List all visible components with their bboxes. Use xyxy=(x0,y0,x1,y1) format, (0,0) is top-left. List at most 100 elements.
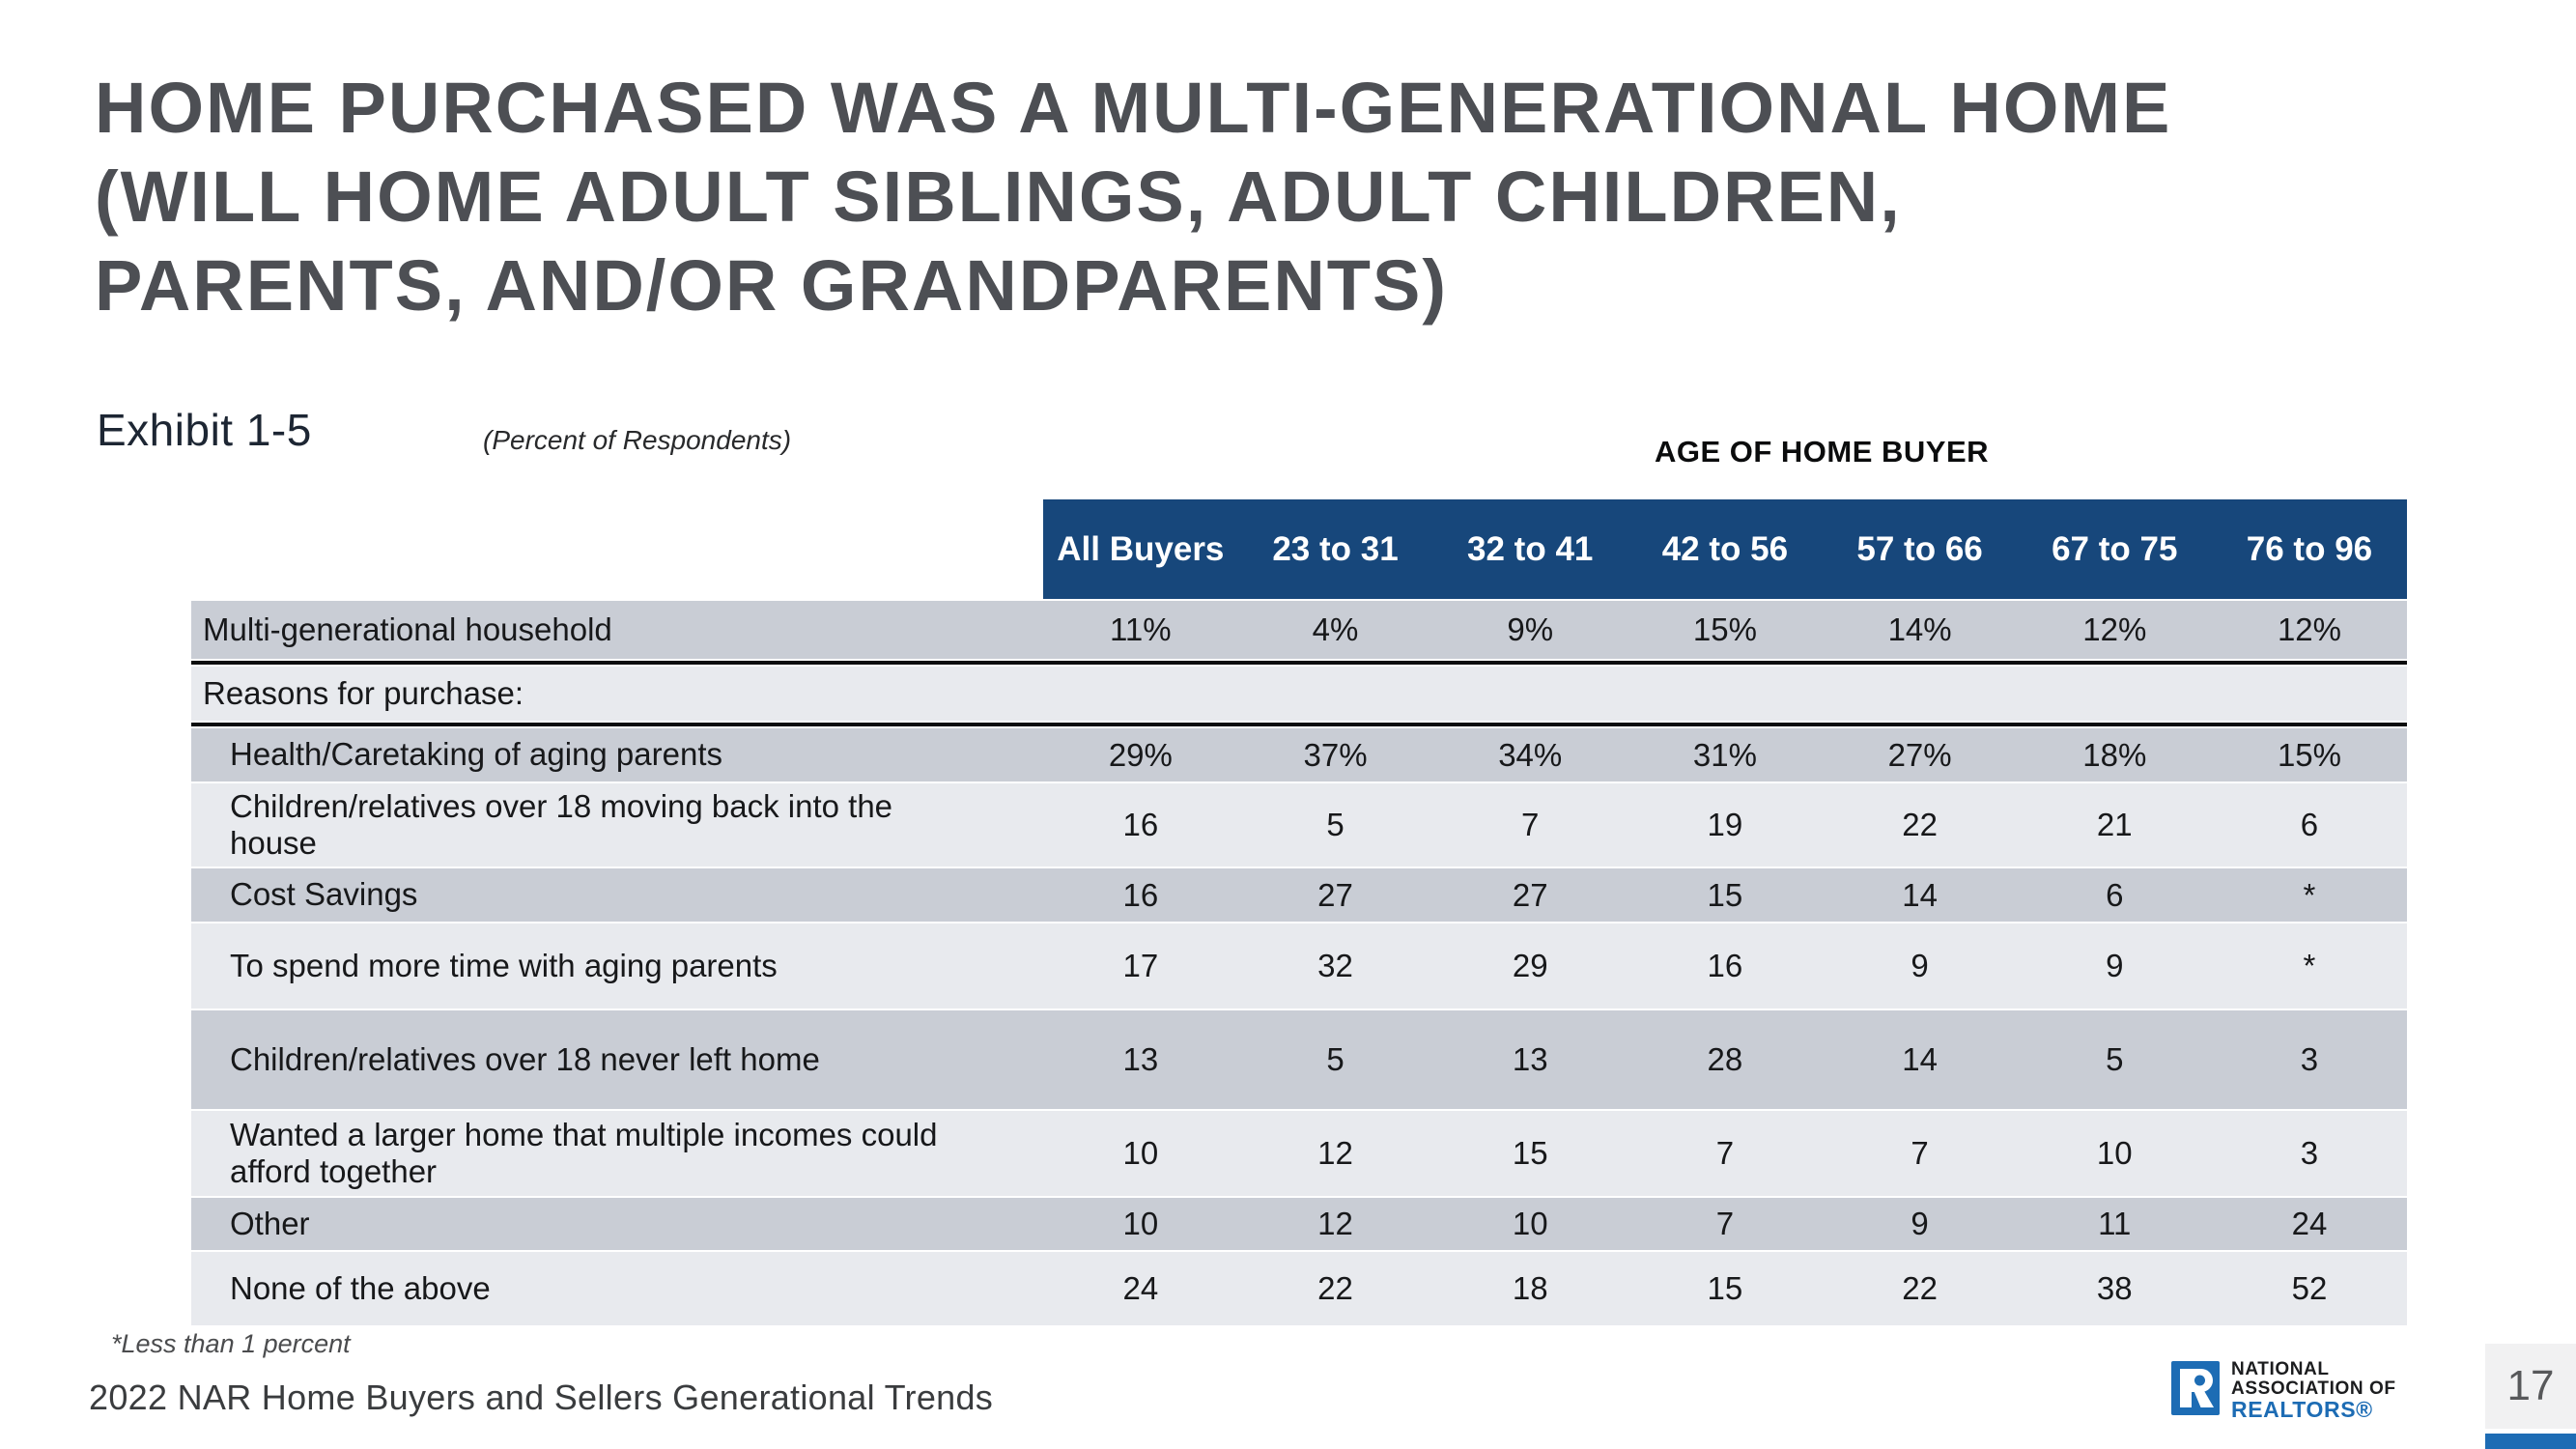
table-row: To spend more time with aging parents 17 3… xyxy=(191,923,2407,1009)
value-cell: 18% xyxy=(2082,736,2147,773)
column-header: 76 to 96 xyxy=(2246,529,2373,568)
value-cell: 12 xyxy=(1317,1135,1353,1171)
value-cell: 3 xyxy=(2300,1135,2319,1171)
column-header: 32 to 41 xyxy=(1467,529,1594,568)
value-cell: 15 xyxy=(1707,1270,1743,1306)
value-cell: 7 xyxy=(1715,1206,1735,1241)
value-cell: 5 xyxy=(1326,807,1345,842)
column-header: 42 to 56 xyxy=(1661,529,1789,568)
column-header: 57 to 66 xyxy=(1856,529,1983,568)
value-cell: 29 xyxy=(1512,948,1548,983)
row-label: Children/relatives over 18 never left ho… xyxy=(230,1040,820,1077)
value-cell: 16 xyxy=(1707,948,1743,983)
page-title: HOME PURCHASED WAS A MULTI-GENERATIONAL … xyxy=(95,68,2172,326)
value-cell: 3 xyxy=(2300,1041,2319,1077)
respondents-note: (Percent of Respondents) xyxy=(483,425,792,455)
value-cell: 15 xyxy=(1512,1135,1548,1171)
value-cell: 14 xyxy=(1902,876,1938,913)
table-header-row: All Buyers 23 to 31 32 to 41 42 to 56 57 to … xyxy=(1043,499,2407,599)
column-header: 67 to 75 xyxy=(2052,529,2178,568)
exhibit-label: Exhibit 1-5 xyxy=(97,405,312,455)
row-label: Wanted a larger home that multiple incom… xyxy=(230,1116,938,1189)
value-cell: 10 xyxy=(1122,1206,1159,1241)
value-cell: 7 xyxy=(1521,807,1540,842)
value-cell: 9 xyxy=(1911,1206,1929,1241)
value-cell: 38 xyxy=(2096,1270,2133,1306)
value-cell: 10 xyxy=(2096,1135,2133,1171)
value-cell: 7 xyxy=(1715,1135,1735,1171)
nar-r-icon xyxy=(2171,1361,2220,1420)
value-cell: 16 xyxy=(1122,876,1159,913)
value-cell: 17 xyxy=(1122,948,1159,983)
footnote: *Less than 1 percent xyxy=(111,1329,351,1358)
value-cell: 52 xyxy=(2291,1270,2328,1306)
value-cell: 16 xyxy=(1122,807,1159,842)
value-cell: 10 xyxy=(1512,1206,1548,1241)
row-label: Other xyxy=(230,1205,310,1241)
age-group-header: AGE OF HOME BUYER xyxy=(1654,435,1990,469)
nar-logo-text: NATIONAL ASSOCIATION OF REALTORS® xyxy=(2231,1360,2396,1421)
value-cell: 27 xyxy=(1512,876,1548,913)
value-cell: 27 xyxy=(1317,876,1353,913)
row-label: Health/Caretaking of aging parents xyxy=(230,736,722,773)
table-body: Multi-generational household 11% 4% 9% 15% 14… xyxy=(191,601,2407,1327)
value-cell: 10 xyxy=(1122,1135,1159,1171)
page-number: 17 xyxy=(2506,1362,2555,1409)
value-cell: 14% xyxy=(1887,611,1952,647)
value-cell: 22 xyxy=(1902,1270,1938,1306)
value-cell: 9 xyxy=(2106,948,2124,983)
value-cell: 15% xyxy=(1692,611,1757,647)
value-cell: 12 xyxy=(1317,1206,1353,1241)
row-label: Multi-generational household xyxy=(203,611,612,647)
table-row: Wanted a larger home that multiple incom… xyxy=(191,1111,2407,1196)
row-label: To spend more time with aging parents xyxy=(230,947,778,983)
table-row: Health/Caretaking of aging parents 29% 37%… xyxy=(191,728,2407,781)
table-row: Cost Savings 16 27 27 15 14 6 * xyxy=(191,868,2407,922)
value-cell: 14 xyxy=(1902,1041,1938,1077)
row-separator xyxy=(191,723,2407,726)
value-cell: 5 xyxy=(2106,1041,2124,1077)
value-cell: 28 xyxy=(1707,1041,1743,1077)
page-number-accent-bar xyxy=(2485,1434,2576,1449)
value-cell: 9% xyxy=(1507,611,1554,647)
value-cell: 6 xyxy=(2300,807,2319,842)
value-cell: * xyxy=(2303,948,2316,983)
table-row: Other 10 12 10 7 9 11 24 xyxy=(191,1198,2407,1250)
page-number-box: 17 xyxy=(2485,1344,2576,1429)
value-cell: 18 xyxy=(1512,1270,1548,1306)
value-cell: 5 xyxy=(1326,1041,1345,1077)
value-cell: * xyxy=(2303,876,2316,913)
nar-logo-line3: REALTORS® xyxy=(2231,1396,2373,1422)
value-cell: 24 xyxy=(2291,1206,2328,1241)
value-cell: 22 xyxy=(1317,1270,1353,1306)
table-row: None of the above 24 22 18 15 22 38 52 xyxy=(191,1252,2407,1325)
column-header: 23 to 31 xyxy=(1272,529,1399,568)
value-cell: 11 xyxy=(2098,1206,2132,1241)
value-cell: 15% xyxy=(2277,736,2341,773)
value-cell: 12% xyxy=(2082,611,2147,647)
table-row: Reasons for purchase: xyxy=(191,667,2407,721)
table-row: Children/relatives over 18 never left ho… xyxy=(191,1010,2407,1109)
value-cell: 24 xyxy=(1122,1270,1159,1306)
value-cell: 12% xyxy=(2277,611,2341,647)
value-cell: 15 xyxy=(1707,876,1743,913)
value-cell: 9 xyxy=(1911,948,1929,983)
value-cell: 29% xyxy=(1108,736,1173,773)
value-cell: 31% xyxy=(1692,736,1757,773)
row-label: Children/relatives over 18 moving back i… xyxy=(230,787,893,861)
column-header: All Buyers xyxy=(1057,529,1225,568)
nar-logo-line1: NATIONAL xyxy=(2231,1359,2330,1379)
row-label: Reasons for purchase: xyxy=(203,674,524,711)
value-cell: 34% xyxy=(1498,736,1563,773)
nar-logo-line2: ASSOCIATION OF xyxy=(2231,1378,2396,1399)
value-cell: 6 xyxy=(2106,876,2124,913)
row-separator xyxy=(191,661,2407,665)
value-cell: 32 xyxy=(1317,948,1353,983)
value-cell: 11% xyxy=(1110,611,1172,647)
row-label: Cost Savings xyxy=(230,876,418,913)
row-label: None of the above xyxy=(230,1269,491,1306)
source-line: 2022 NAR Home Buyers and Sellers Generat… xyxy=(89,1378,994,1417)
value-cell: 37% xyxy=(1303,736,1368,773)
value-cell: 27% xyxy=(1887,736,1952,773)
